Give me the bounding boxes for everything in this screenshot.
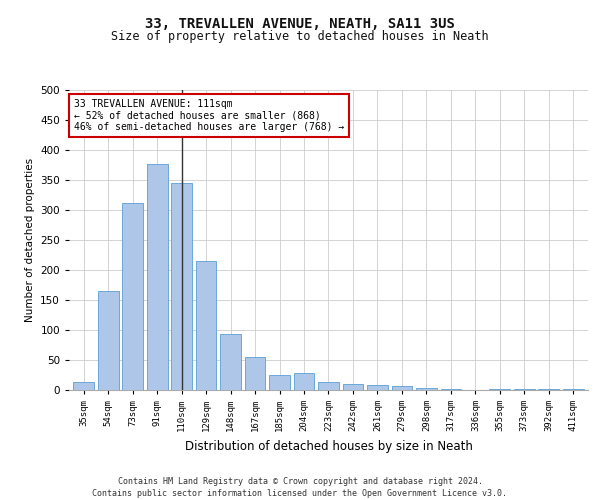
- Bar: [245, 357, 265, 390]
- Text: 33 TREVALLEN AVENUE: 111sqm
← 52% of detached houses are smaller (868)
46% of se: 33 TREVALLEN AVENUE: 111sqm ← 52% of det…: [74, 99, 344, 132]
- Bar: [122, 203, 143, 390]
- Bar: [440, 389, 461, 390]
- Text: Size of property relative to detached houses in Neath: Size of property relative to detached ho…: [111, 30, 489, 43]
- Bar: [318, 382, 339, 390]
- Bar: [196, 261, 217, 390]
- Bar: [490, 389, 510, 390]
- Bar: [293, 373, 314, 390]
- X-axis label: Distribution of detached houses by size in Neath: Distribution of detached houses by size …: [185, 440, 472, 452]
- Text: Contains HM Land Registry data © Crown copyright and database right 2024.
Contai: Contains HM Land Registry data © Crown c…: [92, 476, 508, 498]
- Bar: [416, 388, 437, 390]
- Bar: [171, 183, 192, 390]
- Y-axis label: Number of detached properties: Number of detached properties: [25, 158, 35, 322]
- Bar: [98, 291, 119, 390]
- Text: 33, TREVALLEN AVENUE, NEATH, SA11 3US: 33, TREVALLEN AVENUE, NEATH, SA11 3US: [145, 18, 455, 32]
- Bar: [220, 334, 241, 390]
- Bar: [147, 164, 167, 390]
- Bar: [269, 375, 290, 390]
- Bar: [343, 384, 364, 390]
- Bar: [367, 385, 388, 390]
- Bar: [392, 386, 412, 390]
- Bar: [73, 382, 94, 390]
